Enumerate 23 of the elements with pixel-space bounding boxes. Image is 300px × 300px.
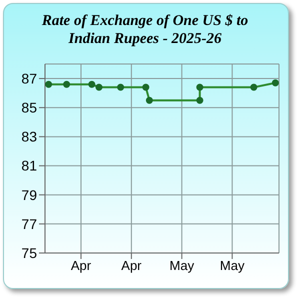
y-tick-label: 83	[21, 128, 38, 145]
point	[88, 80, 96, 88]
y-tick-label: 87	[21, 70, 38, 87]
y-tick-label: 75	[21, 244, 38, 261]
point	[196, 84, 204, 91]
point	[96, 84, 102, 91]
y-tick-label: 85	[21, 100, 38, 116]
chart-title: Rate of Exchange of One US $ to Indian Rupees - 2025-26	[40, 12, 250, 48]
point	[117, 84, 124, 91]
x-tick-label: May	[170, 258, 195, 274]
x-tick-label: Apr	[121, 258, 142, 274]
x-tick-label: May	[220, 258, 245, 274]
point	[272, 79, 279, 86]
y-tick-label: 79	[21, 186, 38, 203]
y-tick-label: 81	[21, 158, 38, 174]
point	[142, 84, 150, 91]
point	[196, 96, 204, 104]
point	[63, 80, 70, 88]
point	[45, 80, 52, 88]
point	[250, 84, 258, 91]
y-tick-label: 77	[21, 216, 38, 232]
point	[146, 96, 153, 104]
x-tick-label: Apr	[70, 258, 92, 274]
